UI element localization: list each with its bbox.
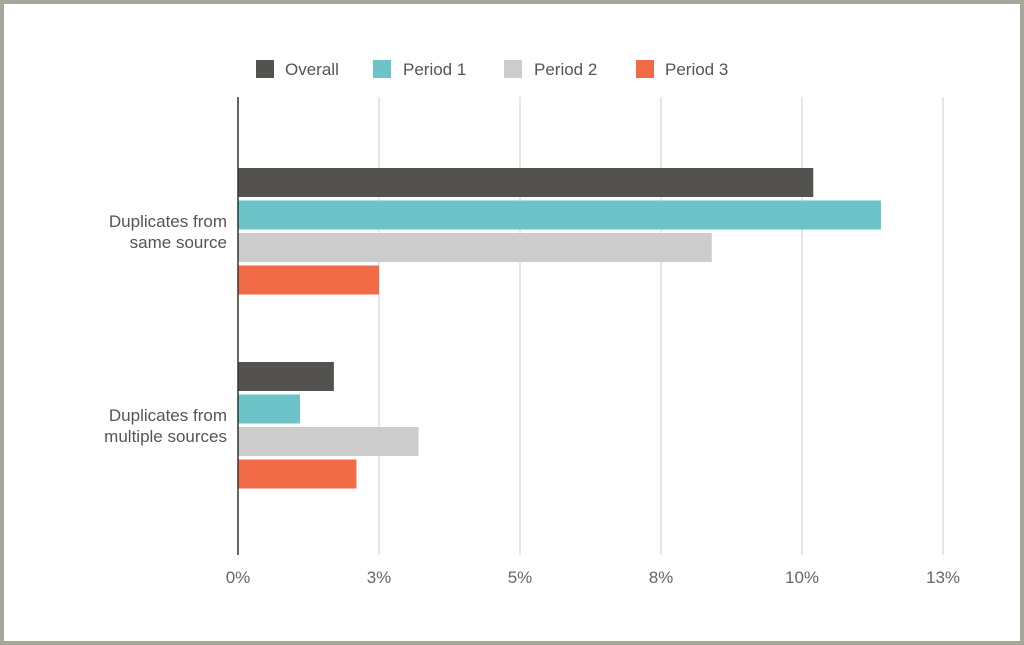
bar-period-2 (238, 427, 419, 456)
bar-period-3 (238, 265, 379, 295)
bars (238, 168, 881, 489)
x-tick-label: 10% (785, 568, 819, 587)
bar-period-3 (238, 459, 357, 489)
category-label: Duplicates from (109, 406, 227, 425)
x-tick-labels: 0% 3% 5% 8% 10% 13% (226, 568, 960, 587)
bar-period-1 (238, 394, 301, 424)
legend: Overall Period 1 Period 2 Period 3 (256, 60, 728, 79)
x-tick-label: 5% (508, 568, 533, 587)
category-label: same source (130, 233, 227, 252)
x-tick-label: 3% (367, 568, 392, 587)
category-label: multiple sources (104, 427, 227, 446)
bar-period-1 (238, 200, 881, 230)
legend-swatch (256, 60, 274, 78)
legend-label: Overall (285, 60, 339, 79)
x-tick-label: 0% (226, 568, 251, 587)
x-tick-label: 8% (649, 568, 674, 587)
legend-label: Period 3 (665, 60, 728, 79)
x-tick-label: 13% (926, 568, 960, 587)
bar-overall (238, 362, 334, 391)
bar-overall (238, 168, 814, 197)
legend-label: Period 1 (403, 60, 466, 79)
legend-swatch (504, 60, 522, 78)
category-labels: Duplicates from same source Duplicates fro… (104, 212, 227, 446)
legend-swatch (636, 60, 654, 78)
bar-period-2 (238, 233, 712, 262)
legend-label: Period 2 (534, 60, 597, 79)
legend-swatch (373, 60, 391, 78)
category-label: Duplicates from (109, 212, 227, 231)
gridlines (378, 97, 944, 555)
